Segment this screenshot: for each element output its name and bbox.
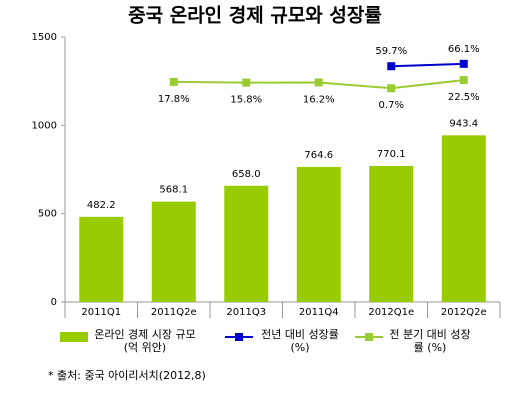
value-label: 17.8% bbox=[158, 94, 190, 105]
bar bbox=[296, 166, 341, 302]
marker bbox=[459, 76, 468, 85]
x-tick-label: 2012Q2e bbox=[441, 307, 487, 318]
y-tick-label: 500 bbox=[38, 209, 57, 220]
bar bbox=[151, 201, 196, 302]
value-label: 770.1 bbox=[377, 149, 406, 160]
marker bbox=[169, 77, 178, 86]
y-tick-label: 0 bbox=[51, 297, 57, 308]
y-tick-label: 1500 bbox=[32, 32, 57, 43]
marker bbox=[387, 62, 396, 71]
marker bbox=[242, 78, 251, 87]
marker bbox=[459, 59, 468, 68]
bar bbox=[224, 185, 269, 302]
chart-title: 중국 온라인 경제 규모와 성장률 bbox=[128, 5, 382, 27]
line bbox=[391, 62, 464, 68]
bar bbox=[441, 135, 486, 302]
legend-label: 전 분기 대비 성장률 (%) bbox=[389, 328, 471, 354]
value-label: 66.1% bbox=[448, 44, 480, 55]
x-tick-label: 2011Q3 bbox=[226, 307, 266, 318]
value-label: 482.2 bbox=[87, 200, 116, 211]
legend-label: 전년 대비 성장률 (%) bbox=[261, 328, 339, 354]
value-label: 59.7% bbox=[375, 46, 407, 57]
y-tick-label: 1000 bbox=[32, 120, 57, 131]
x-tick-label: 2011Q2e bbox=[151, 307, 197, 318]
value-label: 16.2% bbox=[303, 94, 335, 105]
value-label: 658.0 bbox=[232, 169, 261, 180]
value-label: 764.6 bbox=[304, 150, 333, 161]
x-tick-label: 2012Q1e bbox=[368, 307, 414, 318]
value-label: 568.1 bbox=[159, 185, 188, 196]
x-tick-label: 2011Q4 bbox=[299, 307, 339, 318]
legend-swatch bbox=[355, 333, 383, 341]
x-tick-label: 2011Q1 bbox=[81, 307, 121, 318]
marker bbox=[387, 84, 396, 93]
legend-swatch bbox=[225, 333, 253, 341]
legend-swatch bbox=[60, 332, 88, 342]
bar bbox=[369, 165, 414, 302]
value-label: 15.8% bbox=[230, 95, 262, 106]
legend-label: 온라인 경제 시장 규모 (억 위안) bbox=[94, 328, 196, 354]
value-label: 943.4 bbox=[449, 118, 478, 129]
marker bbox=[314, 78, 323, 87]
value-label: 0.7% bbox=[379, 100, 404, 111]
bar bbox=[79, 216, 124, 302]
footnote: * 출처: 중국 아이리서치(2012,8) bbox=[48, 369, 206, 382]
value-label: 22.5% bbox=[448, 92, 480, 103]
